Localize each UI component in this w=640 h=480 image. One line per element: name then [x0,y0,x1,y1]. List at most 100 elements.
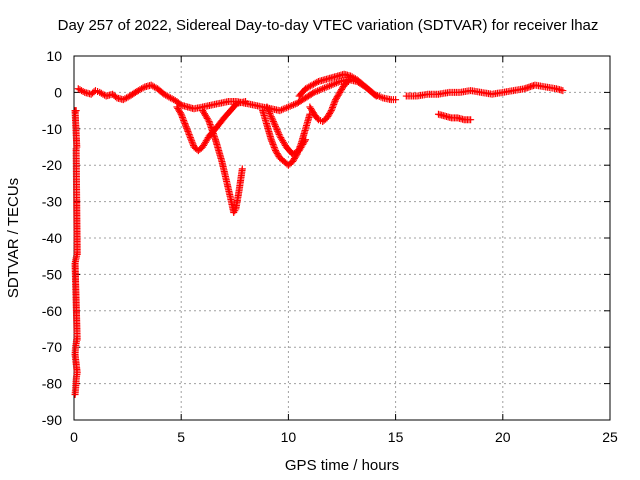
series-seg-dip-7h [199,107,246,217]
data-point [319,85,327,93]
data-trace [72,378,80,389]
data-trace [235,167,246,193]
data-trace [218,159,230,182]
data-trace [82,89,94,98]
data-point [310,88,318,96]
data-point [344,77,352,85]
data-trace [174,104,184,117]
data-trace [212,137,225,164]
data-point [238,165,246,173]
data-trace [307,104,317,117]
data-trace [270,119,283,138]
data-point [267,136,275,144]
data-trace [168,95,179,105]
y-tick-label: -20 [42,157,62,173]
data-point [181,121,189,129]
data-trace [72,146,81,257]
data-trace [328,97,339,113]
data-trace [455,114,467,123]
data-trace [200,134,212,149]
x-tick-label: 5 [177,429,185,445]
data-trace [282,159,291,168]
data-trace [121,93,132,103]
data-trace [104,91,115,100]
series-seg-early-spikes [71,107,81,399]
data-point [186,132,194,140]
data-trace [329,78,342,88]
data-trace [71,385,80,397]
data-trace [324,108,334,120]
series-seg-dip-9h-b [263,103,310,158]
data-marks [71,70,567,399]
y-tick-label: -30 [42,194,62,210]
data-trace [97,89,109,99]
data-point [467,116,475,124]
data-trace [114,94,126,103]
data-trace [71,352,81,375]
y-tick-label: 10 [46,48,62,64]
data-trace [320,115,330,124]
data-trace [71,261,81,342]
data-trace [361,82,373,93]
data-trace [155,86,167,97]
data-trace [286,159,295,168]
data-trace [436,111,447,120]
chart-title: Day 257 of 2022, Sidereal Day-to-day VTE… [58,17,599,34]
data-trace [367,88,379,99]
data-point [276,107,284,115]
data-trace [303,82,314,92]
data-point [559,87,567,95]
data-trace [272,148,283,160]
data-trace [310,78,321,88]
x-axis-label: GPS time / hours [285,457,399,474]
data-trace [311,112,321,122]
data-point [302,136,310,144]
grid [74,56,610,420]
data-trace [149,82,160,92]
data-point [242,98,250,105]
data-trace [443,113,454,121]
data-point [263,103,271,111]
x-tick-label: 10 [281,429,297,445]
y-tick-label: -50 [42,266,62,282]
data-trace [296,137,309,153]
data-trace [286,100,299,110]
y-tick-label: -10 [42,121,62,137]
data-trace [162,91,173,101]
data-trace [277,155,287,164]
data-trace [71,108,81,149]
x-tick-label: 25 [602,429,618,445]
data-trace [136,84,147,94]
data-trace [322,74,334,83]
data-trace [302,112,313,131]
data-point [327,81,335,89]
data-trace [228,101,240,113]
data-trace [213,115,227,131]
data-trace [185,103,196,112]
data-trace [174,99,184,108]
data-trace [303,89,317,101]
data-trace [110,91,119,101]
data-trace [178,112,189,128]
series-seg-loop-11h [306,77,352,126]
series-seg-late [402,81,567,100]
data-trace [294,95,308,106]
series-seg-base [74,76,400,115]
data-trace [332,90,343,102]
x-tick-label: 15 [388,429,404,445]
data-trace [342,79,351,88]
data-point [177,110,185,118]
series-seg-late-dip [434,110,475,124]
data-trace [277,134,289,149]
y-tick-label: -60 [42,303,62,319]
data-trace [264,105,277,124]
data-trace [221,108,233,121]
y-tick-label: -70 [42,339,62,355]
series-seg-hump-12h [295,70,380,100]
data-trace [296,86,308,99]
data-point [72,107,80,115]
data-trace [320,82,334,92]
x-tick-label: 20 [495,429,511,445]
data-point [284,103,292,111]
data-trace [329,72,340,81]
